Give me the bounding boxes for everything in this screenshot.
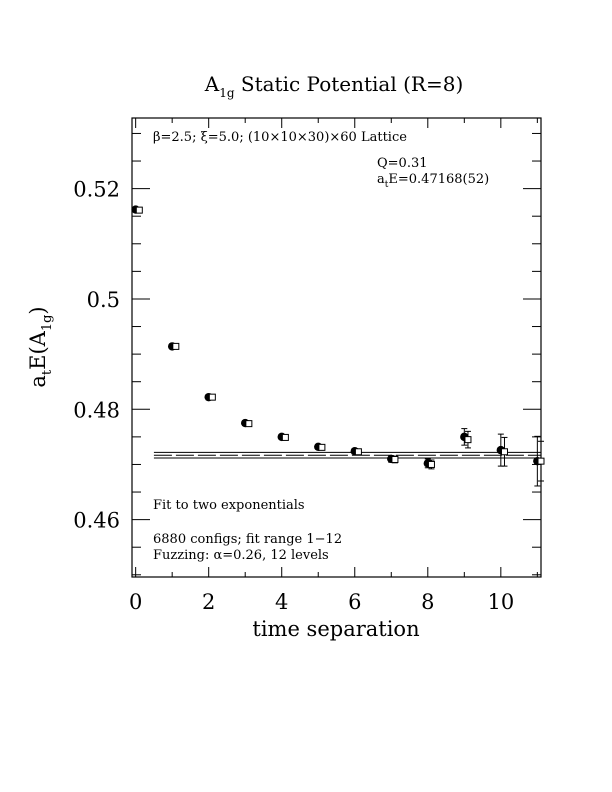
x-tick-label: 4 [275, 590, 288, 614]
energy-annotation-sub: t [385, 180, 389, 190]
energy-annotation-rest: E=0.47168(52) [388, 172, 489, 187]
x-axis-label: time separation [252, 617, 419, 641]
data-point-square [427, 460, 435, 468]
chart-title: A1g Static Potential (R=8) [204, 72, 464, 100]
data-point-square [537, 457, 545, 465]
fit-band [153, 451, 541, 459]
axis-ticks [132, 118, 541, 577]
data-points [131, 205, 545, 487]
data-point-square [391, 455, 399, 463]
x-tick-label: 8 [421, 590, 434, 614]
y-tick-label: 0.5 [87, 288, 120, 312]
data-point-square [208, 393, 216, 401]
data-point-square [464, 436, 472, 444]
lattice-annotation: β=2.5; ξ=5.0; (10×10×30)×60 Lattice [153, 130, 407, 145]
data-point-square [281, 433, 289, 441]
y-axis-label-end: ) [26, 306, 50, 314]
y-tick-label: 0.48 [73, 398, 120, 422]
chart-title-subscript: 1g [219, 86, 235, 100]
y-axis-label-mid: E(A [26, 330, 50, 370]
y-tick-label: 0.52 [73, 178, 120, 202]
data-point-square [245, 420, 253, 428]
q-value-annotation: Q=0.31 [377, 156, 428, 171]
y-axis-label-sub2: 1g [40, 315, 55, 332]
x-tick-label: 10 [487, 590, 514, 614]
x-tick-label: 6 [348, 590, 361, 614]
x-tick-label: 0 [129, 590, 142, 614]
plot-frame [131, 117, 542, 578]
y-tick-label: 0.46 [73, 509, 120, 533]
energy-annotation: atE=0.47168(52) [377, 172, 489, 190]
fit-label: Fit to two exponentials [153, 498, 305, 513]
data-point-square [172, 342, 180, 350]
data-point-square [135, 206, 143, 214]
data-point-square [354, 448, 362, 456]
axis-tick-labels: 0 2 4 6 8 10 0.46 0.48 0.5 0.52 [73, 178, 514, 614]
x-tick-label: 2 [202, 590, 215, 614]
y-axis-label: atE(A1g) [26, 306, 55, 387]
chart-title-rest: Static Potential (R=8) [235, 72, 464, 96]
data-point-square [500, 448, 508, 456]
y-axis-label-sub1: t [40, 369, 55, 375]
configs-annotation: 6880 configs; fit range 1−12 [153, 532, 342, 547]
fuzzing-annotation: Fuzzing: α=0.26, 12 levels [153, 548, 329, 563]
data-point-square [318, 443, 326, 451]
